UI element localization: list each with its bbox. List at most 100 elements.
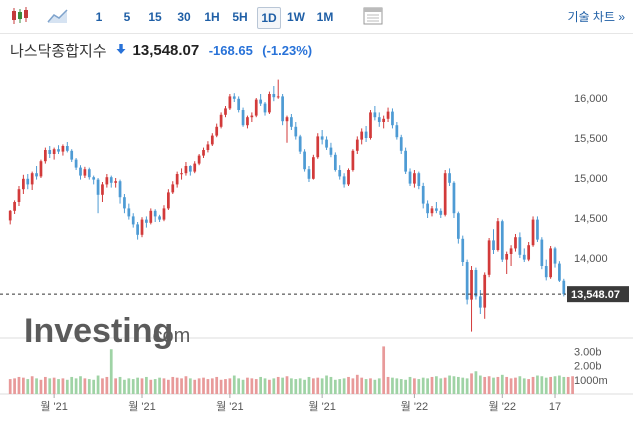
interval-1h-button[interactable]: 1H (204, 10, 220, 24)
candle-body-up (369, 112, 372, 138)
candle-body-down (290, 117, 293, 127)
watermark-brand: Investing (24, 312, 173, 350)
last-price-label: 13,548.07 (571, 289, 620, 301)
interval-1mo-button[interactable]: 1M (316, 10, 334, 24)
volume-bar (443, 377, 447, 394)
volume-bar (448, 375, 451, 394)
volume-bar (276, 376, 280, 394)
volume-bar (140, 378, 144, 394)
volume-bar (109, 349, 113, 394)
candle-body-down (461, 238, 465, 262)
candle-body-up (30, 173, 34, 185)
price-change: -168.65 (208, 43, 253, 58)
volume-bar (61, 378, 65, 394)
volume-bar (224, 379, 227, 394)
candle-body-down (145, 219, 148, 223)
candle-body-up (285, 117, 289, 122)
candle-body-down (395, 125, 399, 138)
volume-bar (215, 376, 219, 394)
price-tick-label: 14,000 (574, 253, 608, 265)
candle-body-down (127, 208, 131, 217)
volume-bar (136, 377, 139, 394)
candle-body-up (224, 108, 227, 115)
candle-body-down (35, 173, 38, 177)
interval-30m-button[interactable]: 30 (177, 10, 191, 24)
candle-body-down (272, 94, 276, 98)
candle-body-down (417, 173, 421, 186)
volume-bar (435, 376, 438, 394)
candle-body-up (487, 240, 491, 275)
x-tick-label: 월 '22 (401, 400, 429, 413)
candle-body-down (408, 171, 412, 184)
chart-layout-icon[interactable] (362, 6, 384, 26)
volume-tick-label: 3.00b (574, 346, 602, 358)
volume-bar (246, 377, 249, 394)
volume-bar (500, 374, 504, 394)
volume-bar (408, 376, 412, 394)
candle-body-down (232, 96, 236, 99)
interval-5h-button[interactable]: 5H (232, 10, 248, 24)
x-tick-label: 17 (549, 401, 561, 413)
axes: 16,000 15,500 15,000 14,500 14,000 3.00b 2.00b… (0, 93, 629, 413)
volume-bar (290, 378, 293, 394)
x-tick-label: 월 '21 (128, 400, 156, 413)
interval-1m-button[interactable]: 1 (95, 10, 103, 24)
volume-bar (553, 376, 557, 394)
volume-bar (386, 376, 390, 394)
volume-bar (426, 378, 429, 394)
candle-body-up (268, 94, 271, 113)
candle-body-down (518, 237, 522, 255)
volume-bar (470, 373, 473, 394)
candle-body-down (281, 96, 284, 122)
interval-15m-button[interactable]: 15 (148, 10, 162, 24)
candle-body-down (456, 213, 460, 239)
volume-bar (531, 376, 535, 394)
interval-1w-button[interactable]: 1W (287, 10, 305, 24)
candle-body-up (360, 131, 364, 140)
candle-body-down (92, 177, 96, 180)
candle-body-down (404, 150, 407, 172)
candle-body-down (65, 146, 69, 151)
volume-bar (369, 378, 372, 394)
volume-bar (219, 379, 223, 394)
candle-body-up (470, 270, 473, 300)
technical-chart-link[interactable]: 기술 차트 » (567, 10, 625, 24)
volume-bar (522, 378, 526, 394)
interval-1d-button[interactable]: 1D (257, 7, 281, 29)
candle-body-down (325, 139, 328, 148)
volume-bar (544, 377, 548, 394)
volume-bar (456, 376, 460, 394)
volume-bar (347, 376, 350, 394)
volume-bar (325, 375, 328, 394)
interval-5m-button[interactable]: 5 (123, 10, 131, 24)
volume-bar (232, 375, 236, 394)
price-change-percent: (-1.23%) (262, 43, 313, 58)
candle-body-down (298, 136, 302, 152)
candle-body-up (228, 96, 232, 109)
investing-watermark: Investing .com (24, 312, 190, 350)
price-chart[interactable]: Investing .com 16,00015,50015,00014,5001… (0, 70, 633, 424)
price-tick-label: 14,500 (574, 213, 608, 225)
candle-body-down (544, 266, 548, 278)
volume-bar (452, 376, 456, 394)
volume-bar (210, 378, 214, 394)
volume-bar (70, 376, 74, 394)
volume-bar (395, 378, 399, 394)
volume-bar (329, 376, 333, 394)
candle-body-up (52, 149, 56, 154)
candle-body-down (188, 166, 192, 172)
price-tick-label: 16,000 (574, 93, 608, 105)
volume-bar (399, 379, 403, 394)
candle-body-up (171, 184, 175, 193)
volume-bar (241, 379, 245, 394)
candle-body-down (342, 176, 346, 185)
candlestick-icon[interactable] (9, 6, 31, 26)
candle-body-up (8, 210, 12, 221)
candle-body-up (312, 157, 315, 179)
volume-bar (487, 376, 491, 394)
candle-body-up (17, 189, 21, 202)
volume-bar (162, 378, 166, 394)
volume-bar (483, 376, 487, 394)
area-chart-icon[interactable] (46, 6, 68, 26)
candle-body-up (483, 274, 487, 308)
